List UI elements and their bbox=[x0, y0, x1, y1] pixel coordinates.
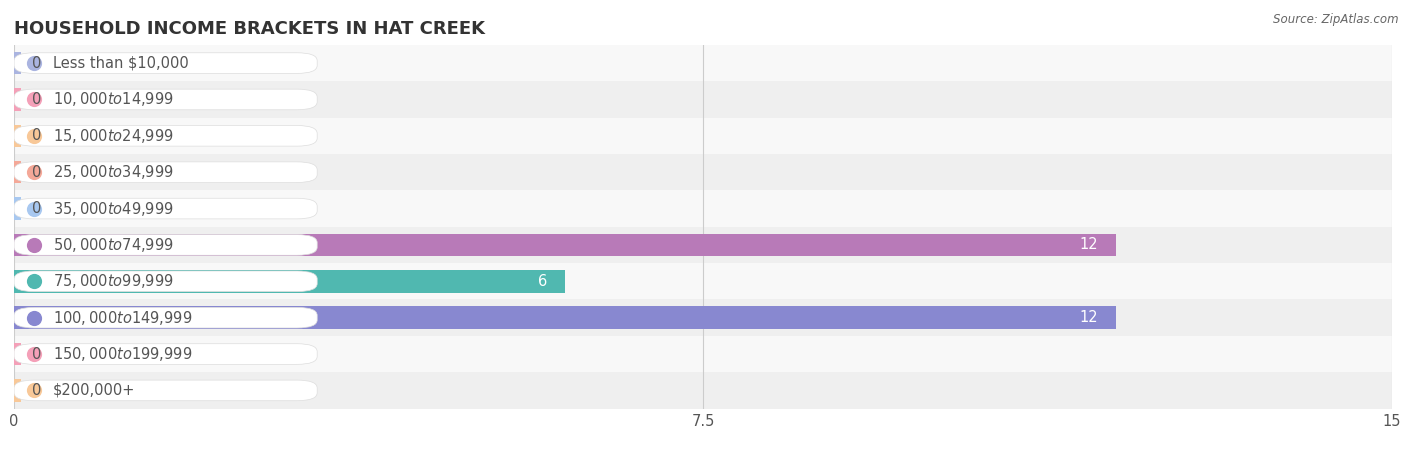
Bar bbox=[14, 336, 1392, 372]
Text: Less than $10,000: Less than $10,000 bbox=[52, 56, 188, 70]
FancyBboxPatch shape bbox=[14, 53, 318, 73]
Bar bbox=[14, 190, 1392, 227]
FancyBboxPatch shape bbox=[14, 198, 318, 219]
FancyBboxPatch shape bbox=[14, 271, 318, 291]
Bar bbox=[14, 270, 565, 293]
Point bbox=[22, 314, 45, 321]
Bar bbox=[14, 379, 21, 402]
Bar bbox=[14, 52, 21, 75]
Text: 12: 12 bbox=[1080, 238, 1098, 252]
FancyBboxPatch shape bbox=[14, 235, 318, 255]
Bar bbox=[14, 197, 21, 220]
Text: 12: 12 bbox=[1080, 310, 1098, 325]
Text: $10,000 to $14,999: $10,000 to $14,999 bbox=[52, 90, 173, 109]
Bar bbox=[14, 299, 1392, 336]
Bar bbox=[14, 233, 1116, 256]
Text: 0: 0 bbox=[32, 56, 42, 70]
Point bbox=[22, 96, 45, 103]
Bar bbox=[14, 161, 21, 184]
Bar bbox=[14, 88, 21, 111]
Point bbox=[22, 387, 45, 394]
Bar bbox=[14, 124, 21, 147]
Text: $35,000 to $49,999: $35,000 to $49,999 bbox=[52, 199, 173, 218]
Text: 0: 0 bbox=[32, 165, 42, 180]
Text: 0: 0 bbox=[32, 201, 42, 216]
Text: 0: 0 bbox=[32, 383, 42, 398]
Text: HOUSEHOLD INCOME BRACKETS IN HAT CREEK: HOUSEHOLD INCOME BRACKETS IN HAT CREEK bbox=[14, 20, 485, 38]
Text: $25,000 to $34,999: $25,000 to $34,999 bbox=[52, 163, 173, 181]
Bar bbox=[14, 343, 21, 365]
Bar bbox=[14, 45, 1392, 81]
FancyBboxPatch shape bbox=[14, 162, 318, 182]
Point bbox=[22, 59, 45, 66]
Bar bbox=[14, 154, 1392, 190]
Text: 6: 6 bbox=[537, 274, 547, 289]
Text: 0: 0 bbox=[32, 92, 42, 107]
Bar bbox=[14, 306, 1116, 329]
FancyBboxPatch shape bbox=[14, 126, 318, 146]
Bar bbox=[14, 227, 1392, 263]
Point bbox=[22, 132, 45, 139]
Point bbox=[22, 205, 45, 212]
Bar bbox=[14, 263, 1392, 299]
Text: $50,000 to $74,999: $50,000 to $74,999 bbox=[52, 236, 173, 254]
Point bbox=[22, 277, 45, 285]
Bar bbox=[14, 118, 1392, 154]
Text: $200,000+: $200,000+ bbox=[52, 383, 135, 398]
FancyBboxPatch shape bbox=[14, 308, 318, 328]
Text: $15,000 to $24,999: $15,000 to $24,999 bbox=[52, 127, 173, 145]
Bar bbox=[14, 81, 1392, 118]
Text: $75,000 to $99,999: $75,000 to $99,999 bbox=[52, 272, 173, 291]
Text: 0: 0 bbox=[32, 347, 42, 361]
Point bbox=[22, 350, 45, 357]
Point bbox=[22, 241, 45, 248]
Text: $150,000 to $199,999: $150,000 to $199,999 bbox=[52, 345, 193, 363]
FancyBboxPatch shape bbox=[14, 380, 318, 401]
FancyBboxPatch shape bbox=[14, 89, 318, 110]
Text: $100,000 to $149,999: $100,000 to $149,999 bbox=[52, 308, 193, 327]
Text: Source: ZipAtlas.com: Source: ZipAtlas.com bbox=[1274, 13, 1399, 26]
Bar bbox=[14, 372, 1392, 409]
Point bbox=[22, 168, 45, 176]
Text: 0: 0 bbox=[32, 128, 42, 143]
FancyBboxPatch shape bbox=[14, 344, 318, 364]
